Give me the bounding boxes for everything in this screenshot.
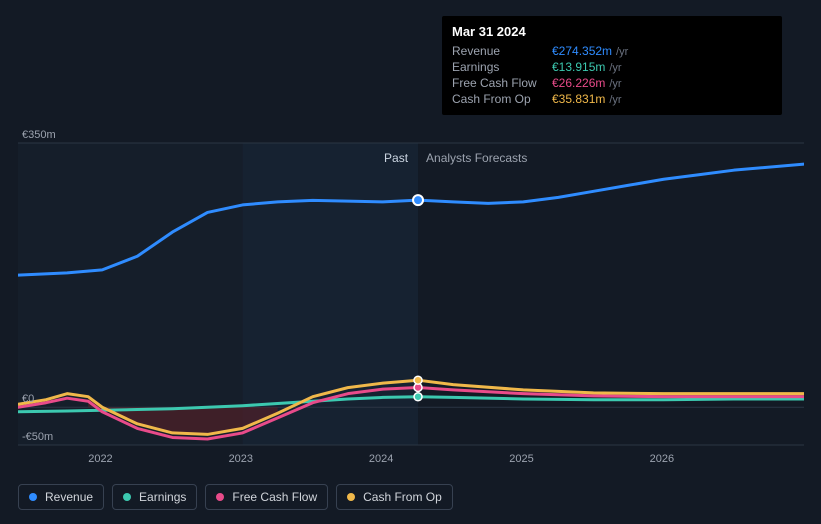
marker-dot-revenue — [413, 195, 423, 205]
section-label-forecast: Analysts Forecasts — [426, 151, 527, 165]
legend-item-label: Free Cash Flow — [232, 490, 317, 504]
tooltip-row-value: €26.226m — [552, 76, 605, 90]
legend-dot-icon — [216, 493, 224, 501]
tooltip-row: Cash From Op€35.831m/yr — [452, 91, 772, 107]
legend-item-label: Revenue — [45, 490, 93, 504]
chart-legend: Revenue Earnings Free Cash Flow Cash From O… — [18, 484, 453, 510]
tooltip-row-value: €35.831m — [552, 92, 605, 106]
y-axis-label: -€50m — [22, 431, 53, 443]
legend-dot-icon — [29, 493, 37, 501]
tooltip-title: Mar 31 2024 — [452, 22, 772, 43]
legend-item-fcf[interactable]: Free Cash Flow — [205, 484, 328, 510]
tooltip-row: Free Cash Flow€26.226m/yr — [452, 75, 772, 91]
tooltip-row: Earnings€13.915m/yr — [452, 59, 772, 75]
marker-dot-cfo — [414, 376, 422, 384]
x-axis-label: 2022 — [88, 453, 112, 465]
tooltip-row-label: Free Cash Flow — [452, 76, 552, 90]
x-axis-label: 2025 — [509, 453, 533, 465]
x-axis-label: 2026 — [650, 453, 674, 465]
tooltip-row-label: Cash From Op — [452, 92, 552, 106]
y-axis-label: €0 — [22, 393, 34, 405]
legend-item-cfo[interactable]: Cash From Op — [336, 484, 453, 510]
tooltip-row-unit: /yr — [609, 94, 621, 106]
marker-dot-earnings — [414, 393, 422, 401]
legend-item-label: Earnings — [139, 490, 186, 504]
tooltip-row-label: Earnings — [452, 60, 552, 74]
legend-dot-icon — [123, 493, 131, 501]
legend-item-revenue[interactable]: Revenue — [18, 484, 104, 510]
legend-item-label: Cash From Op — [363, 490, 442, 504]
y-axis-label: €350m — [22, 129, 56, 141]
legend-item-earnings[interactable]: Earnings — [112, 484, 197, 510]
section-label-past: Past — [384, 151, 408, 165]
tooltip-row: Revenue€274.352m/yr — [452, 43, 772, 59]
tooltip-row-unit: /yr — [609, 78, 621, 90]
tooltip-row-label: Revenue — [452, 44, 552, 58]
x-axis-label: 2024 — [369, 453, 393, 465]
tooltip-row-unit: /yr — [616, 46, 628, 58]
tooltip-row-value: €274.352m — [552, 44, 612, 58]
tooltip-row-unit: /yr — [609, 62, 621, 74]
x-axis-label: 2023 — [229, 453, 253, 465]
legend-dot-icon — [347, 493, 355, 501]
chart-tooltip: Mar 31 2024 Revenue€274.352m/yrEarnings€… — [442, 16, 782, 115]
tooltip-row-value: €13.915m — [552, 60, 605, 74]
